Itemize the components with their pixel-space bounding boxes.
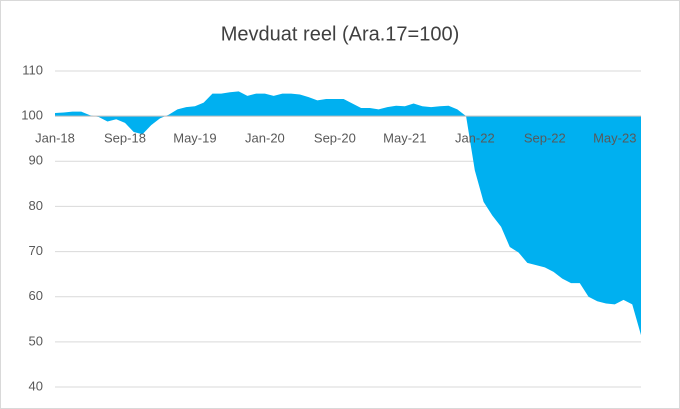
- x-tick-label: Sep-20: [314, 131, 356, 146]
- y-tick-label: 100: [21, 108, 43, 123]
- y-tick-label: 60: [29, 288, 43, 303]
- y-tick-label: 70: [29, 243, 43, 258]
- x-tick-label: Jan-18: [35, 131, 75, 146]
- x-tick-label: May-23: [593, 131, 636, 146]
- x-tick-label: May-19: [173, 131, 216, 146]
- area: [55, 91, 641, 336]
- y-tick-label: 110: [22, 62, 43, 77]
- x-tick-label: Jan-22: [455, 131, 495, 146]
- chart-title: Mevduat reel (Ara.17=100): [221, 23, 459, 45]
- y-tick-label: 50: [29, 333, 43, 348]
- y-tick-label: 40: [29, 378, 43, 393]
- x-tick-label: Jan-20: [245, 131, 285, 146]
- x-tick-label: Sep-18: [104, 131, 146, 146]
- x-tick-label: Sep-22: [524, 131, 566, 146]
- y-tick-label: 80: [29, 198, 43, 213]
- y-tick-label: 90: [29, 153, 43, 168]
- x-tick-label: May-21: [383, 131, 426, 146]
